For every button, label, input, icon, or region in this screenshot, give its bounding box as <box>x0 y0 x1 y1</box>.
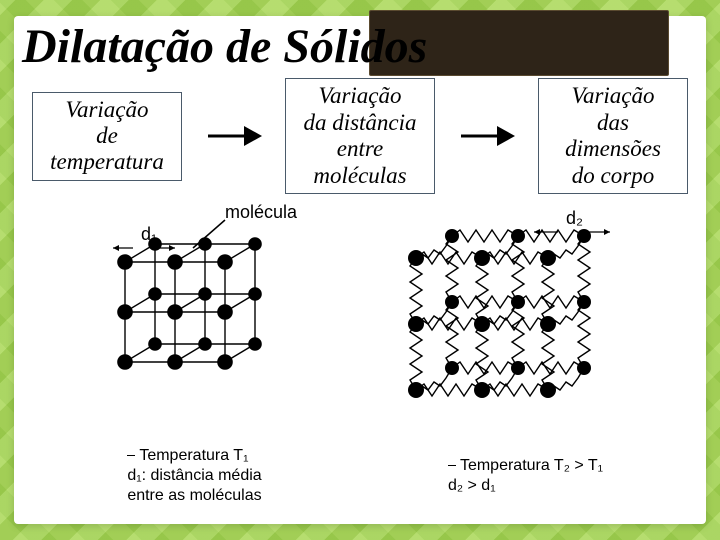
flow-row: Variação de temperatura Variação da dist… <box>14 76 706 194</box>
diagram-row: molécula d₁ <box>14 194 706 506</box>
flow-box-2: Variação da distância entre moléculas <box>285 78 435 194</box>
flow-box-3: Variação das dimensões do corpo <box>538 78 688 194</box>
slide-title: Dilatação de Sólidos <box>14 16 706 76</box>
molecule-label: molécula <box>225 202 298 222</box>
flow-arrow-1 <box>206 120 262 152</box>
flow-box-1-text: Variação de temperatura <box>50 97 164 175</box>
flow-arrow-2 <box>459 120 515 152</box>
flow-box-1: Variação de temperatura <box>32 92 182 181</box>
flow-box-2-text: Variação da distância entre moléculas <box>303 83 416 187</box>
diagram-right: d₂ <box>365 202 686 506</box>
d2-label: d₂ <box>566 208 583 228</box>
caption-left: Temperatura T₁ d₁: distância média entre… <box>127 422 261 506</box>
springs <box>410 230 590 396</box>
flow-box-3-text: Variação das dimensões do corpo <box>565 83 661 187</box>
diagram-left: molécula d₁ <box>34 202 355 506</box>
caption-right: Temperatura T₂ > T₁ d₂ > d₁ <box>448 432 603 496</box>
content-card: Dilatação de Sólidos Variação de tempera… <box>14 16 706 524</box>
